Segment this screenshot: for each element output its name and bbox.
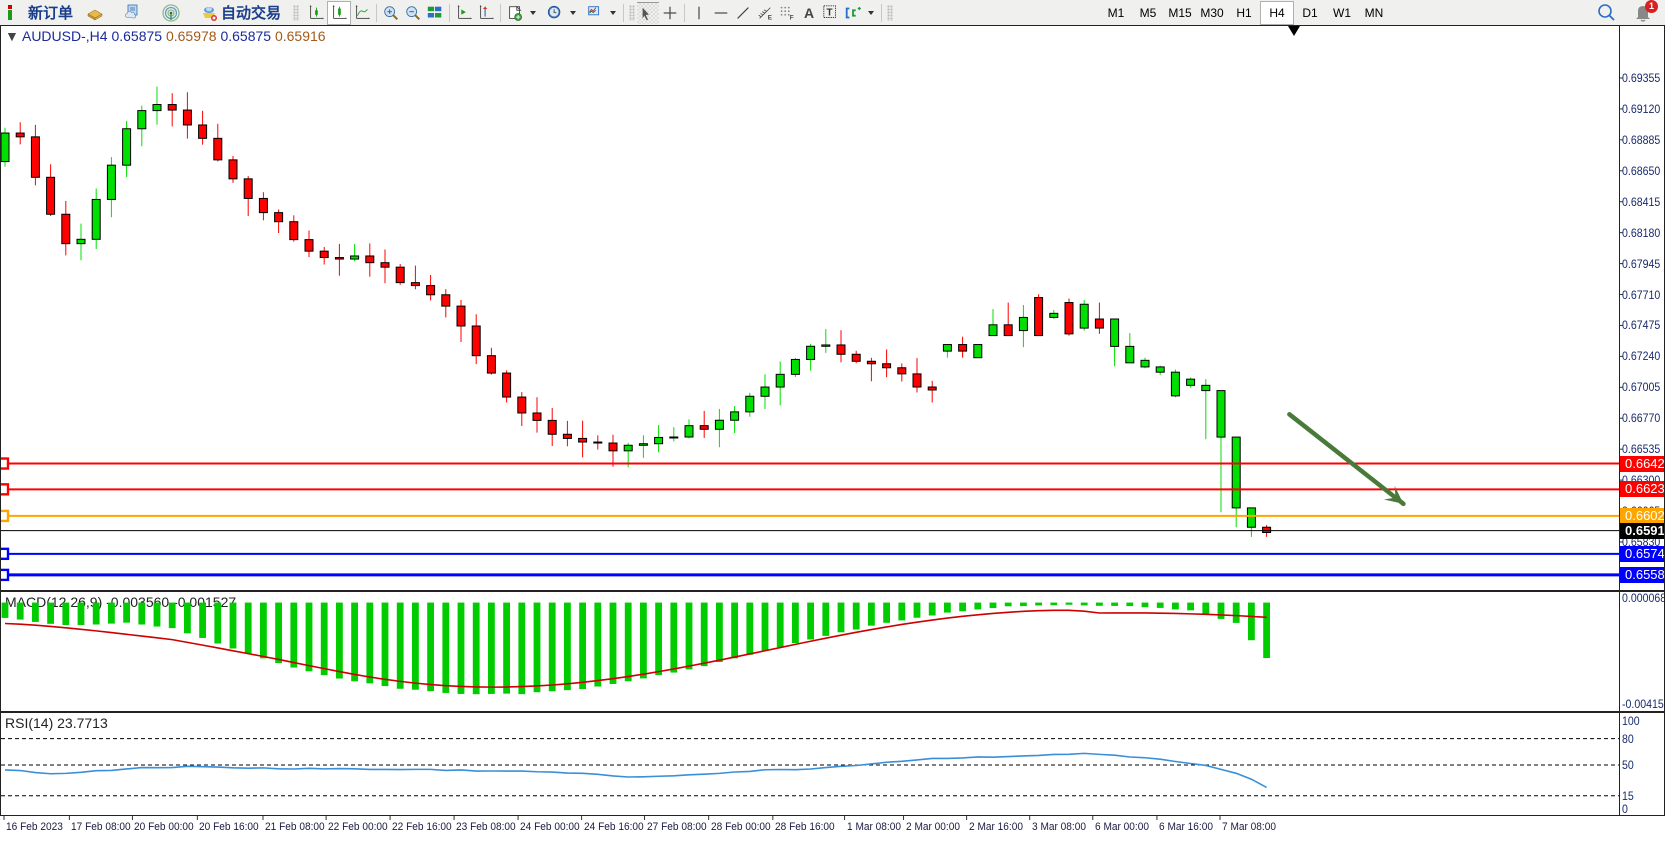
svg-text:F: F bbox=[790, 14, 794, 21]
svg-text:T: T bbox=[827, 7, 833, 18]
svg-text:E: E bbox=[768, 14, 772, 21]
